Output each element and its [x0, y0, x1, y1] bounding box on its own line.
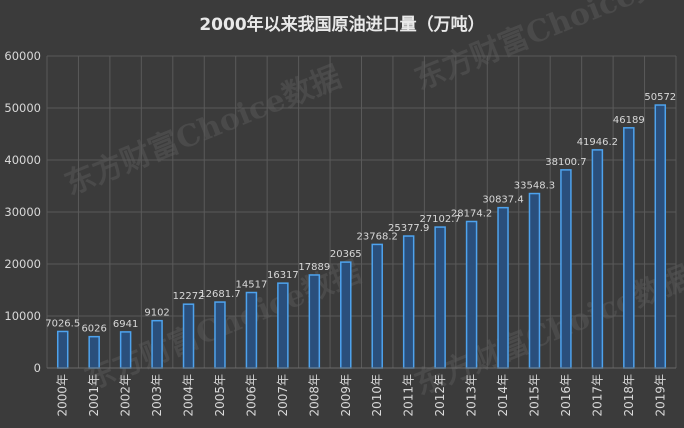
- x-tick-label: 2018年: [622, 374, 636, 417]
- bar-value-label: 16317: [267, 270, 299, 281]
- y-tick-label: 30000: [4, 205, 41, 219]
- bar: [560, 169, 572, 369]
- bar-value-label: 27102.7: [419, 214, 460, 225]
- bar-value-label: 6026: [81, 324, 106, 335]
- bar: [371, 243, 383, 369]
- x-tick-label: 2005年: [213, 374, 227, 417]
- x-tick-label: 2001年: [87, 374, 101, 417]
- x-tick-label: 2006年: [244, 374, 258, 417]
- bar: [402, 235, 415, 369]
- bar-value-label: 12272: [173, 291, 205, 302]
- bar-value-label: 33548.3: [514, 181, 555, 192]
- bar: [56, 330, 69, 369]
- bar: [340, 261, 352, 369]
- y-tick-label: 0: [34, 361, 41, 375]
- x-tick-label: 2014年: [496, 374, 510, 417]
- bar-value-label: 46189: [613, 115, 645, 126]
- bar: [308, 274, 321, 369]
- watermark-text: 东方财富Choice数据: [410, 0, 684, 97]
- bar-value-label: 50572: [644, 92, 676, 103]
- watermark-text: 东方财富Choice数据: [410, 260, 684, 403]
- x-tick-label: 2004年: [182, 374, 196, 417]
- x-tick-label: 2012年: [433, 374, 447, 417]
- bar: [623, 127, 635, 369]
- bar: [528, 192, 541, 369]
- chart-title: 2000年以来我国原油进口量（万吨）: [199, 15, 485, 35]
- x-tick-label: 2019年: [653, 374, 667, 417]
- axis-layer: 0 10000 20000 30000 40000 50000 60000 2000年 2001…: [4, 49, 676, 417]
- bar-value-label: 23768.2: [357, 231, 398, 242]
- y-tick-label: 50000: [4, 101, 41, 115]
- bar: [465, 220, 478, 369]
- watermark-text: 东方财富Choice数据: [60, 60, 346, 203]
- bar-value-label: 12681.7: [199, 289, 240, 300]
- bar-value-label: 28174.2: [451, 208, 492, 219]
- grid-layer: [46, 55, 677, 369]
- bar: [245, 291, 258, 369]
- x-tick-label: 2000年: [56, 374, 70, 417]
- x-tick-label: 2015年: [527, 374, 541, 417]
- bar: [119, 331, 132, 369]
- bar: [88, 335, 100, 369]
- x-tick-label: 2009年: [339, 374, 353, 417]
- x-tick-label: 2007年: [276, 374, 290, 417]
- bar-value-label: 20365: [330, 249, 362, 260]
- bar-value-label: 30837.4: [482, 195, 523, 206]
- y-tick-label: 40000: [4, 153, 41, 167]
- bar: [497, 206, 509, 369]
- bar: [654, 104, 667, 369]
- bar-value-label: 41946.2: [577, 137, 618, 148]
- x-tick-label: 2017年: [590, 374, 604, 417]
- bar: [277, 282, 289, 369]
- y-tick-label: 60000: [4, 49, 41, 63]
- x-tick-label: 2003年: [150, 374, 164, 417]
- x-tick-label: 2016年: [559, 374, 573, 417]
- bar-value-label: 25377.9: [388, 223, 429, 234]
- bar-value-label: 9102: [144, 308, 169, 319]
- bar-value-label: 6941: [113, 319, 138, 330]
- x-tick-label: 2010年: [370, 374, 384, 417]
- x-tick-label: 2008年: [307, 374, 321, 417]
- x-tick-label: 2013年: [465, 374, 479, 417]
- y-tick-label: 10000: [4, 309, 41, 323]
- bar: [151, 319, 163, 369]
- x-tick-label: 2011年: [402, 374, 416, 417]
- bar: [214, 301, 226, 369]
- label-layer: 7026.5 6026 6941 9102 1227212681.71451716317…: [45, 92, 676, 335]
- x-tick-label: 2002年: [119, 374, 133, 417]
- bar: [182, 303, 195, 369]
- bar-value-label: 38100.7: [545, 157, 586, 168]
- bar: [591, 149, 604, 369]
- bar: [434, 226, 446, 369]
- bar-value-label: 14517: [236, 280, 268, 291]
- y-tick-label: 20000: [4, 257, 41, 271]
- bar-value-label: 7026.5: [45, 318, 80, 329]
- bar-value-label: 17889: [298, 262, 330, 273]
- bar-layer: [56, 104, 667, 369]
